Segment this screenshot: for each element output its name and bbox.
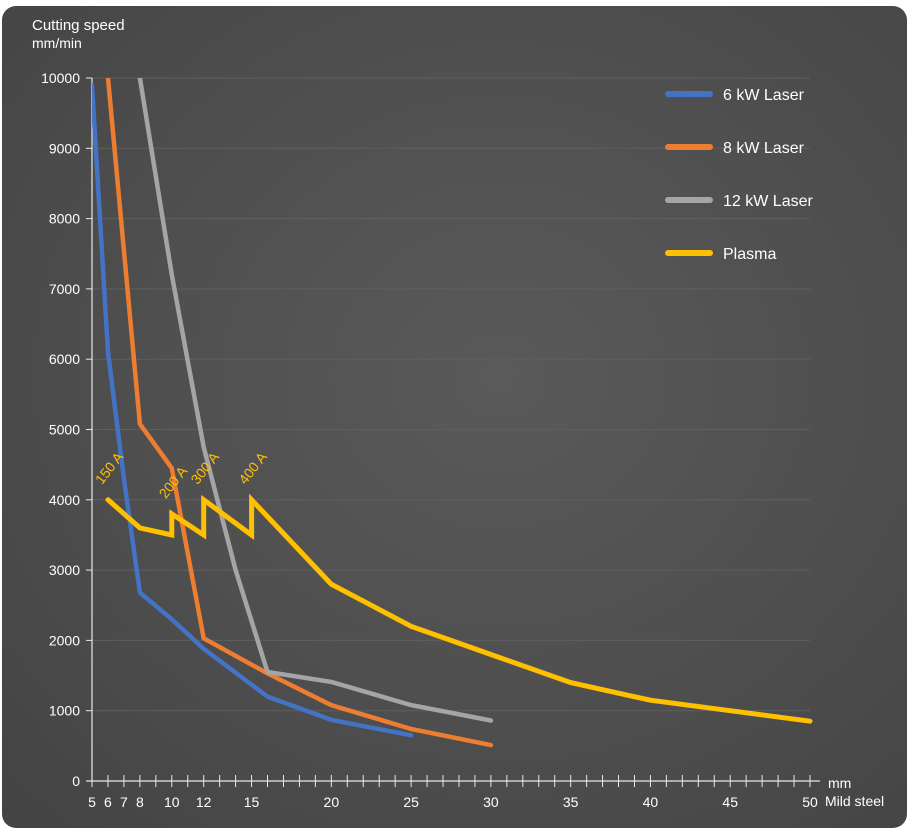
series-line-6-kw-laser (92, 82, 414, 738)
legend-label-6-kw-laser: 6 kW Laser (723, 87, 805, 104)
x-tick-label-10: 10 (164, 794, 180, 810)
chart-frame: 0 1000 2000 3000 4000 5000 6000 7000 8000 9000 100… (2, 6, 907, 828)
x-tick-label-45: 45 (722, 794, 738, 810)
y-axis-title-line-2: mm/min (32, 35, 82, 51)
y-tick-label-4000: 4000 (49, 492, 80, 508)
series-layer (92, 78, 813, 748)
x-tick-labels: 5 6 7 8 10 12 15 20 25 30 35 40 45 50 (88, 794, 818, 810)
y-tick-label-1000: 1000 (49, 703, 80, 719)
x-tick-label-5: 5 (88, 794, 96, 810)
x-tick-label-35: 35 (563, 794, 579, 810)
y-tick-labels: 0 1000 2000 3000 4000 5000 6000 7000 8000 9000 100… (41, 70, 80, 789)
x-tick-label-6: 6 (104, 794, 112, 810)
x-tick-label-7: 7 (120, 794, 128, 810)
x-tick-label-15: 15 (244, 794, 260, 810)
y-axis-title-line-1: Cutting speed (32, 17, 125, 34)
series-line-8-kw-laser (105, 78, 494, 748)
legend-label-8-kw-laser: 8 kW Laser (723, 140, 805, 157)
grid-layer (86, 77, 811, 787)
annotation-400-a: 400 A (235, 449, 270, 488)
x-tick-label-50: 50 (802, 794, 818, 810)
legend: 6 kW Laser 8 kW Laser 12 kW Laser Plasma (665, 87, 813, 263)
x-tick-label-12: 12 (196, 794, 212, 810)
x-axis-title-line-1: mm (828, 775, 851, 791)
y-tick-label-7000: 7000 (49, 281, 80, 297)
x-tick-label-40: 40 (643, 794, 659, 810)
y-tick-label-3000: 3000 (49, 562, 80, 578)
y-tick-label-5000: 5000 (49, 422, 80, 438)
cutting-speed-chart: 0 1000 2000 3000 4000 5000 6000 7000 8000 9000 100… (32, 17, 884, 810)
x-tick-label-8: 8 (136, 794, 144, 810)
series-line-12-kw-laser (137, 78, 494, 723)
x-tick-label-25: 25 (403, 794, 419, 810)
y-tick-label-2000: 2000 (49, 632, 80, 648)
y-tick-label-10000: 10000 (41, 70, 80, 86)
annotation-200-a: 200 A (156, 463, 191, 502)
y-tick-label-6000: 6000 (49, 351, 80, 367)
y-tick-label-0: 0 (72, 773, 80, 789)
series-line-plasma (105, 493, 813, 724)
x-tick-label-30: 30 (483, 794, 499, 810)
x-axis-title-line-2: Mild steel (825, 793, 884, 809)
x-tick-label-20: 20 (324, 794, 340, 810)
legend-label-12-kw-laser: 12 kW Laser (723, 193, 813, 210)
legend-label-plasma: Plasma (723, 246, 776, 263)
y-tick-label-8000: 8000 (49, 211, 80, 227)
y-tick-label-9000: 9000 (49, 140, 80, 156)
annotation-300-a: 300 A (187, 449, 222, 488)
axes-layer (86, 78, 820, 782)
